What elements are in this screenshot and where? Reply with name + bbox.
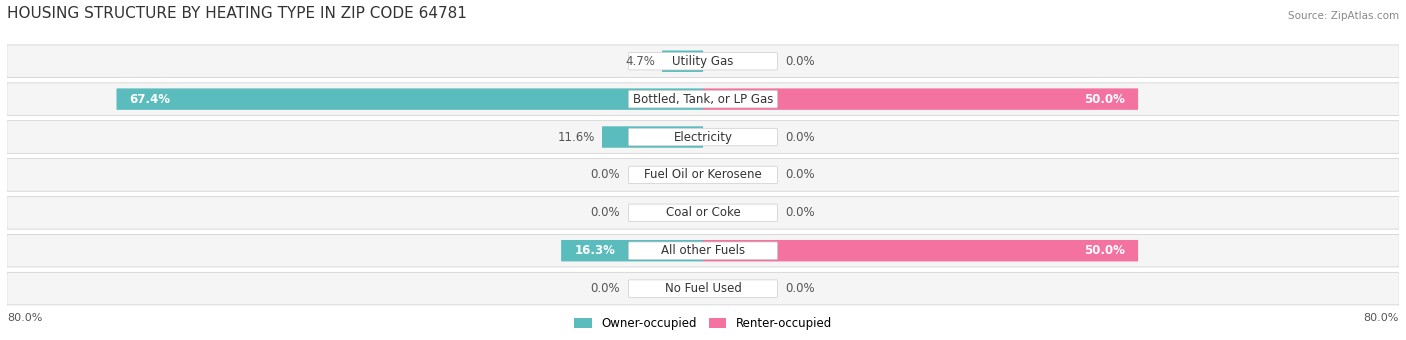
Text: 67.4%: 67.4% bbox=[129, 92, 170, 106]
Text: Source: ZipAtlas.com: Source: ZipAtlas.com bbox=[1288, 12, 1399, 21]
Text: Fuel Oil or Kerosene: Fuel Oil or Kerosene bbox=[644, 168, 762, 182]
Legend: Owner-occupied, Renter-occupied: Owner-occupied, Renter-occupied bbox=[569, 312, 837, 335]
FancyBboxPatch shape bbox=[662, 51, 703, 72]
FancyBboxPatch shape bbox=[7, 45, 1399, 78]
FancyBboxPatch shape bbox=[628, 166, 778, 184]
FancyBboxPatch shape bbox=[7, 121, 1399, 153]
FancyBboxPatch shape bbox=[7, 159, 1399, 191]
Text: 16.3%: 16.3% bbox=[574, 244, 614, 257]
Text: 0.0%: 0.0% bbox=[591, 206, 620, 219]
FancyBboxPatch shape bbox=[561, 240, 703, 261]
Text: No Fuel Used: No Fuel Used bbox=[665, 282, 741, 295]
Text: 0.0%: 0.0% bbox=[786, 55, 815, 68]
Text: HOUSING STRUCTURE BY HEATING TYPE IN ZIP CODE 64781: HOUSING STRUCTURE BY HEATING TYPE IN ZIP… bbox=[7, 6, 467, 21]
FancyBboxPatch shape bbox=[602, 126, 703, 148]
FancyBboxPatch shape bbox=[628, 52, 778, 70]
Text: 50.0%: 50.0% bbox=[1084, 92, 1125, 106]
FancyBboxPatch shape bbox=[628, 128, 778, 146]
Text: 4.7%: 4.7% bbox=[626, 55, 655, 68]
FancyBboxPatch shape bbox=[7, 197, 1399, 229]
FancyBboxPatch shape bbox=[7, 83, 1399, 115]
Text: All other Fuels: All other Fuels bbox=[661, 244, 745, 257]
Text: 0.0%: 0.0% bbox=[591, 168, 620, 182]
Text: 0.0%: 0.0% bbox=[786, 282, 815, 295]
Text: Coal or Coke: Coal or Coke bbox=[665, 206, 741, 219]
FancyBboxPatch shape bbox=[628, 204, 778, 222]
FancyBboxPatch shape bbox=[7, 272, 1399, 305]
FancyBboxPatch shape bbox=[7, 234, 1399, 267]
Text: Bottled, Tank, or LP Gas: Bottled, Tank, or LP Gas bbox=[633, 92, 773, 106]
Text: 80.0%: 80.0% bbox=[1364, 313, 1399, 323]
Text: 0.0%: 0.0% bbox=[786, 168, 815, 182]
FancyBboxPatch shape bbox=[117, 88, 703, 110]
Text: 0.0%: 0.0% bbox=[786, 206, 815, 219]
Text: 80.0%: 80.0% bbox=[7, 313, 42, 323]
Text: Utility Gas: Utility Gas bbox=[672, 55, 734, 68]
Text: 0.0%: 0.0% bbox=[591, 282, 620, 295]
FancyBboxPatch shape bbox=[628, 242, 778, 259]
Text: Electricity: Electricity bbox=[673, 131, 733, 143]
Text: 0.0%: 0.0% bbox=[786, 131, 815, 143]
FancyBboxPatch shape bbox=[628, 90, 778, 108]
FancyBboxPatch shape bbox=[703, 88, 1137, 110]
Text: 50.0%: 50.0% bbox=[1084, 244, 1125, 257]
Text: 11.6%: 11.6% bbox=[558, 131, 595, 143]
FancyBboxPatch shape bbox=[703, 240, 1137, 261]
FancyBboxPatch shape bbox=[628, 280, 778, 297]
